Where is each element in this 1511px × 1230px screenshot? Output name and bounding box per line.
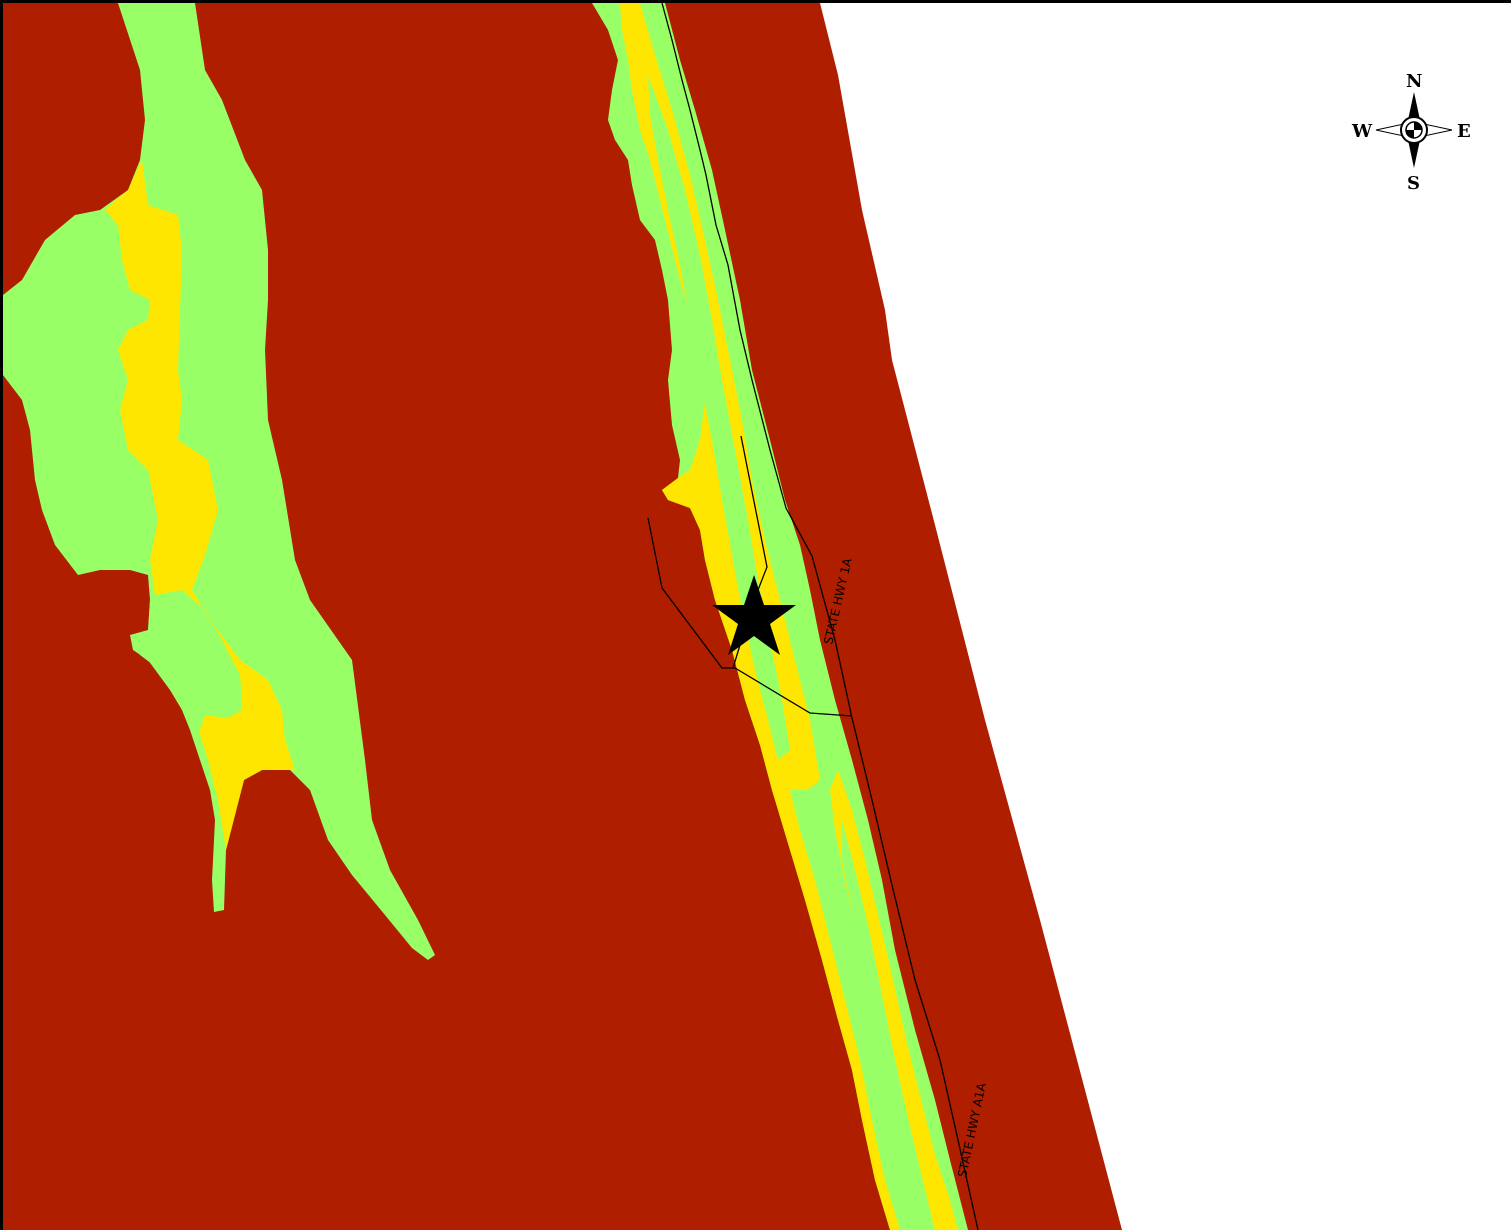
map-canvas[interactable]: STATE HWY 1A STATE HWY A1A N S W E <box>3 3 1511 1230</box>
compass-east-label: E <box>1457 121 1471 142</box>
compass-north-label: N <box>1406 71 1422 92</box>
compass-rose-icon <box>1376 92 1452 168</box>
compass-south-label: S <box>1407 173 1420 194</box>
compass-west-label: W <box>1351 121 1373 142</box>
